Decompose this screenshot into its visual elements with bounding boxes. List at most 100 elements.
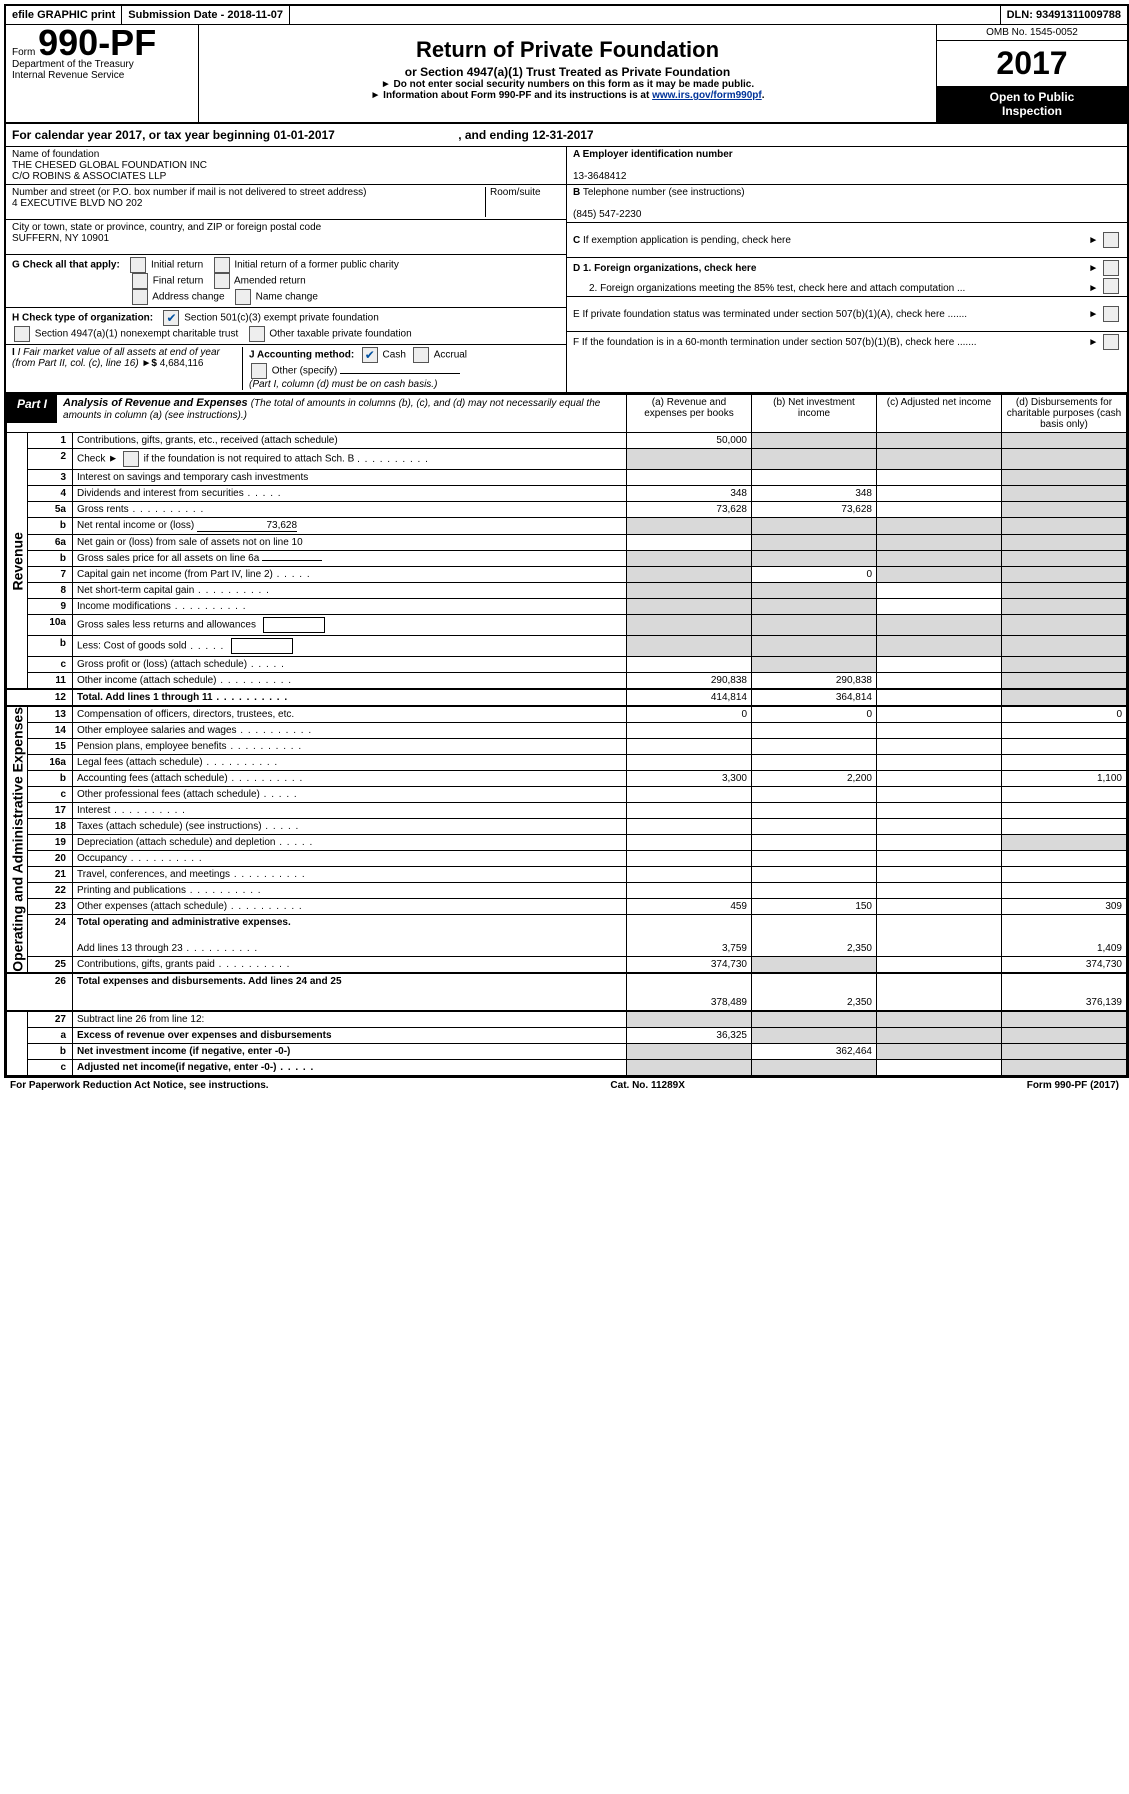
phone-label: Telephone number (see instructions) — [583, 187, 745, 198]
c-row: C If exemption application is pending, c… — [567, 223, 1127, 258]
row-15-b — [752, 739, 877, 755]
h-4947-checkbox[interactable] — [14, 326, 30, 342]
row-27c-b — [752, 1059, 877, 1075]
row-1-a: 50,000 — [627, 433, 752, 449]
row-9: 9 Income modifications — [7, 599, 1127, 615]
row-19-b — [752, 835, 877, 851]
row-23-a: 459 — [627, 899, 752, 915]
row-24-desc: Total operating and administrative expen… — [73, 915, 627, 941]
entity-block: Name of foundation THE CHESED GLOBAL FOU… — [6, 147, 1127, 393]
j-other-input[interactable] — [340, 373, 460, 374]
row-27a: a Excess of revenue over expenses and di… — [7, 1027, 1127, 1043]
row-22-desc: Printing and publications — [73, 883, 627, 899]
j-label: J Accounting method: — [249, 350, 354, 361]
city-value: SUFFERN, NY 10901 — [12, 233, 560, 244]
col-a-header: (a) Revenue and expenses per books — [627, 394, 752, 433]
row-27a-desc: Excess of revenue over expenses and disb… — [73, 1027, 627, 1043]
row-21-b — [752, 867, 877, 883]
initial-former-checkbox[interactable] — [214, 257, 230, 273]
j-cash-checkbox[interactable] — [362, 347, 378, 363]
h-other-checkbox[interactable] — [249, 326, 265, 342]
row-3-c — [877, 470, 1002, 486]
row-10b-input[interactable] — [231, 638, 293, 654]
g-label: G Check all that apply: — [12, 260, 120, 271]
instructions-link[interactable]: www.irs.gov/form990pf — [652, 90, 762, 101]
row-6b-c — [877, 551, 1002, 567]
row-6b-b — [752, 551, 877, 567]
row-5a-num: 5a — [28, 502, 73, 518]
col-b-header: (b) Net investment income — [752, 394, 877, 433]
d2-checkbox[interactable] — [1103, 278, 1119, 294]
name-change-label: Name change — [256, 292, 318, 303]
row-23-desc: Other expenses (attach schedule) — [73, 899, 627, 915]
final-return-checkbox[interactable] — [132, 273, 148, 289]
e-checkbox[interactable] — [1103, 306, 1119, 322]
row-27c: c Adjusted net income(if negative, enter… — [7, 1059, 1127, 1075]
h-row: H Check type of organization: Section 50… — [6, 308, 566, 345]
name-change-checkbox[interactable] — [235, 289, 251, 305]
row-5b-d — [1002, 518, 1127, 535]
row-2-checkbox[interactable] — [123, 451, 139, 467]
row-8-num: 8 — [28, 583, 73, 599]
row-10c-desc: Gross profit or (loss) (attach schedule) — [73, 657, 627, 673]
h-501c3-label: Section 501(c)(3) exempt private foundat… — [184, 313, 379, 324]
row-18-a — [627, 819, 752, 835]
footer-right: Form 990-PF (2017) — [1027, 1080, 1119, 1091]
col-c-header: (c) Adjusted net income — [877, 394, 1002, 433]
d1-checkbox[interactable] — [1103, 260, 1119, 276]
h-501c3-checkbox[interactable] — [163, 310, 179, 326]
form-header: Form 990-PF Department of the Treasury I… — [6, 25, 1127, 124]
row-26-c — [877, 973, 1002, 1011]
row-6b-a — [627, 551, 752, 567]
row-11-b: 290,838 — [752, 673, 877, 690]
form-container: efile GRAPHIC print Submission Date - 20… — [4, 4, 1129, 1078]
row-10c-b — [752, 657, 877, 673]
row-27-spacer — [7, 1011, 28, 1076]
row-21-desc: Travel, conferences, and meetings — [73, 867, 627, 883]
initial-return-checkbox[interactable] — [130, 257, 146, 273]
row-14-b — [752, 723, 877, 739]
row-14-num: 14 — [28, 723, 73, 739]
form-title: Return of Private Foundation — [203, 37, 932, 63]
row-3-d — [1002, 470, 1127, 486]
row-16b-num: b — [28, 771, 73, 787]
row-16a-c — [877, 755, 1002, 771]
row-7-desc: Capital gain net income (from Part IV, l… — [73, 567, 627, 583]
address-change-checkbox[interactable] — [132, 289, 148, 305]
row-20: 20 Occupancy — [7, 851, 1127, 867]
row-21-a — [627, 867, 752, 883]
row-22-b — [752, 883, 877, 899]
row-17-c — [877, 803, 1002, 819]
amended-return-label: Amended return — [234, 276, 306, 287]
row-13: Operating and Administrative Expenses 13… — [7, 706, 1127, 723]
amended-return-checkbox[interactable] — [214, 273, 230, 289]
row-6a-desc: Net gain or (loss) from sale of assets n… — [73, 535, 627, 551]
row-21-num: 21 — [28, 867, 73, 883]
form-id-block: Form 990-PF Department of the Treasury I… — [6, 25, 199, 122]
row-16c: c Other professional fees (attach schedu… — [7, 787, 1127, 803]
row-14-a — [627, 723, 752, 739]
row-10a-input[interactable] — [263, 617, 325, 633]
i-value: 4,684,116 — [160, 358, 204, 369]
row-18-desc: Taxes (attach schedule) (see instruction… — [73, 819, 627, 835]
row-1-desc: Contributions, gifts, grants, etc., rece… — [73, 433, 627, 449]
c-checkbox[interactable] — [1103, 232, 1119, 248]
row-7-c — [877, 567, 1002, 583]
f-checkbox[interactable] — [1103, 334, 1119, 350]
omb-value: 1545-0052 — [1030, 27, 1078, 38]
row-16a: 16a Legal fees (attach schedule) — [7, 755, 1127, 771]
row-27-num: 27 — [28, 1011, 73, 1028]
j-other-checkbox[interactable] — [251, 363, 267, 379]
row-12-desc: Total. Add lines 1 through 11 — [73, 689, 627, 706]
calendar-year-row: For calendar year 2017, or tax year begi… — [6, 124, 1127, 147]
j-accrual-checkbox[interactable] — [413, 347, 429, 363]
row-13-c — [877, 706, 1002, 723]
row-7-b: 0 — [752, 567, 877, 583]
row-17-desc: Interest — [73, 803, 627, 819]
row-17-a — [627, 803, 752, 819]
name-row: Name of foundation THE CHESED GLOBAL FOU… — [6, 147, 566, 185]
row-6b-input[interactable] — [262, 560, 322, 561]
row-2-pre: Check ► — [77, 454, 118, 465]
row-23-d: 309 — [1002, 899, 1127, 915]
row-18-d — [1002, 819, 1127, 835]
